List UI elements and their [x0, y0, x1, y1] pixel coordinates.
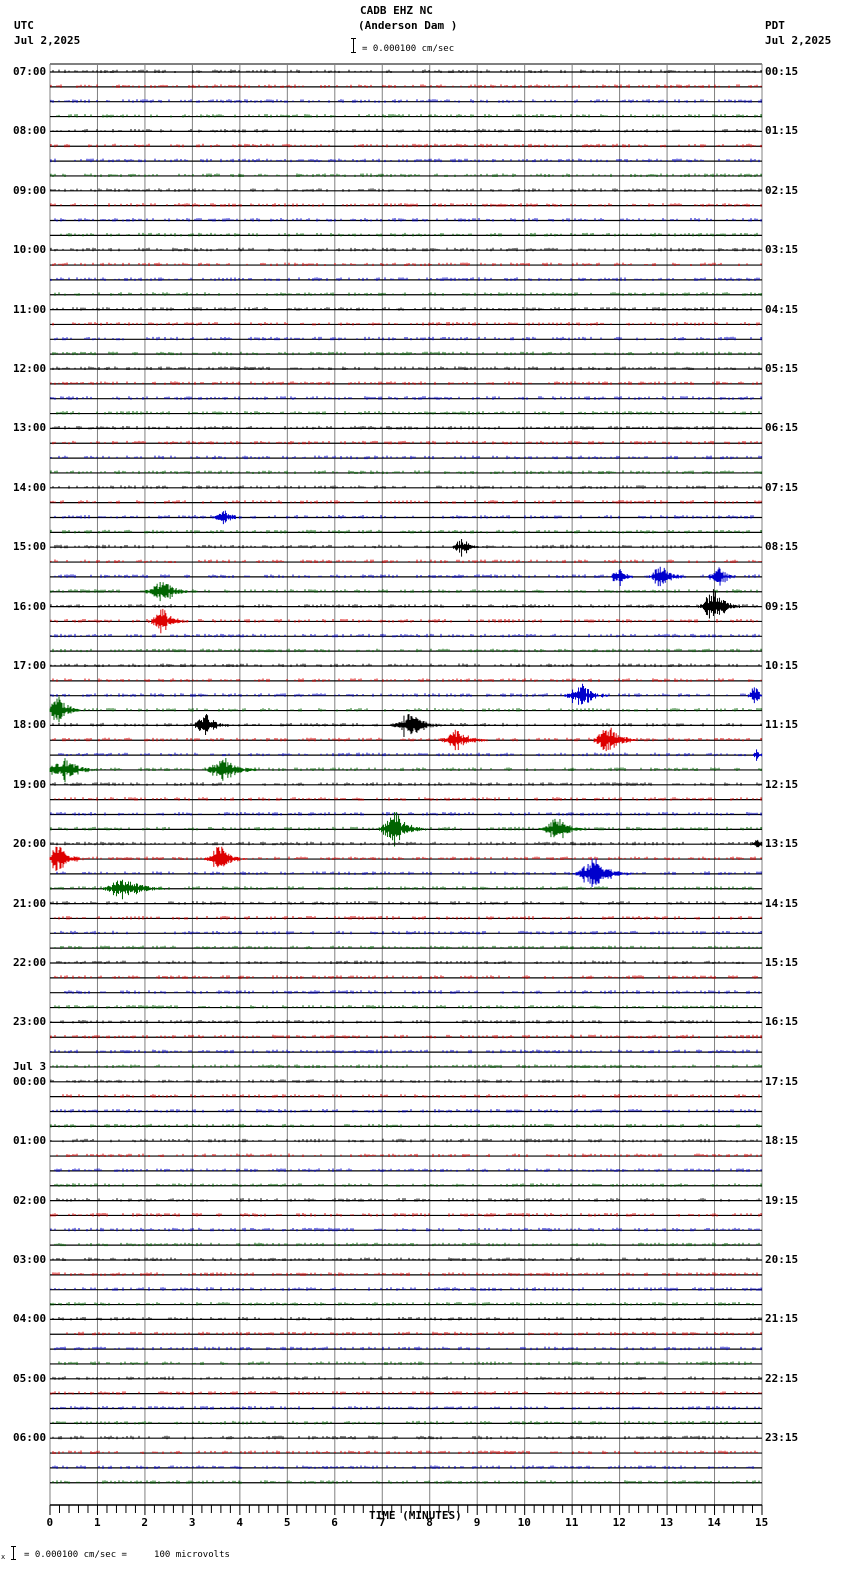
x-tick-label: 14: [707, 1516, 721, 1529]
utc-hour-label: 18:00: [13, 718, 47, 732]
pdt-hour-label: 06:15: [765, 421, 799, 435]
utc-hour-label: 04:00: [13, 1312, 47, 1326]
pdt-hour-label: 13:15: [765, 837, 799, 851]
pdt-hour-label: 01:15: [765, 124, 799, 138]
footer-scale-text: = 0.000100 cm/sec = 100 microvolts: [24, 1550, 230, 1560]
pdt-hour-label: 08:15: [765, 540, 799, 554]
x-tick-label: 2: [141, 1516, 149, 1529]
utc-hour-label: 03:00: [13, 1253, 47, 1266]
x-axis-title: TIME (MINUTES): [369, 1509, 462, 1522]
pdt-hour-label: 07:15: [765, 480, 799, 494]
x-tick-label: 1: [93, 1516, 101, 1529]
utc-hour-label: 13:00: [13, 421, 47, 435]
x-tick-label: 7: [378, 1516, 386, 1529]
right-timezone: PDT: [765, 19, 785, 32]
x-tick-label: 10: [517, 1516, 531, 1529]
x-tick-label: 3: [188, 1516, 196, 1529]
utc-hour-label: 17:00: [13, 659, 47, 672]
utc-hour-label: 23:00: [13, 1015, 47, 1029]
pdt-hour-label: 19:15: [765, 1193, 799, 1207]
right-date: Jul 2,2025: [765, 34, 832, 47]
pdt-hour-label: 00:15: [765, 65, 799, 78]
utc-hour-label: 19:00: [13, 777, 47, 791]
pdt-hour-label: 22:15: [765, 1371, 799, 1385]
utc-hour-label: 21:00: [13, 896, 47, 910]
utc-hour-label: 16:00: [13, 599, 47, 613]
pdt-hour-label: 21:15: [765, 1312, 799, 1326]
x-tick-label: 4: [236, 1516, 243, 1529]
station-title: CADB EHZ NC: [360, 4, 433, 17]
utc-hour-label: 06:00: [13, 1431, 47, 1445]
footer-scale-bar-icon: [11, 1546, 16, 1560]
utc-hour-label: 05:00: [13, 1371, 47, 1385]
utc-hour-label: 14:00: [13, 480, 47, 494]
utc-hour-label: 11:00: [13, 302, 47, 316]
x-tick-label: 15: [755, 1516, 769, 1529]
utc-hour-label: 01:00: [13, 1134, 47, 1148]
pdt-hour-label: 16:15: [765, 1015, 799, 1029]
pdt-hour-label: 03:15: [765, 243, 799, 257]
left-timezone: UTC: [14, 19, 34, 32]
x-tick-label: 13: [660, 1516, 674, 1529]
utc-hour-label: 10:00: [13, 243, 47, 257]
x-tick-label: 8: [426, 1516, 433, 1529]
utc-hour-label: 08:00: [13, 124, 47, 138]
x-tick-label: 12: [612, 1516, 626, 1529]
pdt-hour-label: 12:15: [765, 777, 799, 791]
x-tick-label: 0: [46, 1516, 54, 1529]
x-tick-label: 11: [565, 1516, 579, 1529]
pdt-hour-label: 10:15: [765, 659, 799, 672]
footer-prefix: x: [1, 1553, 6, 1561]
station-location: (Anderson Dam ): [358, 19, 458, 32]
utc-hour-label: 07:00: [13, 65, 47, 78]
utc-hour-label: 09:00: [13, 183, 47, 197]
pdt-hour-label: 14:15: [765, 896, 799, 910]
pdt-hour-label: 18:15: [765, 1134, 799, 1148]
pdt-hour-label: 05:15: [765, 362, 799, 375]
x-tick-label: 9: [473, 1516, 481, 1529]
x-tick-label: 5: [283, 1516, 291, 1529]
date-change-label: Jul 3: [13, 1059, 47, 1073]
pdt-hour-label: 23:15: [765, 1431, 799, 1445]
left-date: Jul 2,2025: [14, 34, 81, 47]
pdt-hour-label: 02:15: [765, 183, 799, 197]
pdt-hour-label: 17:15: [765, 1074, 799, 1088]
x-tick-label: 6: [331, 1516, 338, 1529]
utc-hour-label: 20:00: [13, 837, 47, 851]
utc-hour-label: 00:00: [13, 1074, 47, 1088]
pdt-hour-label: 15:15: [765, 956, 799, 969]
pdt-hour-label: 04:15: [765, 302, 799, 316]
scale-bar-icon: [351, 38, 356, 53]
utc-hour-label: 22:00: [13, 956, 47, 969]
pdt-hour-label: 11:15: [765, 718, 799, 732]
utc-hour-label: 12:00: [13, 362, 47, 375]
utc-hour-label: 15:00: [13, 540, 47, 554]
pdt-hour-label: 09:15: [765, 599, 799, 613]
scale-text: = 0.000100 cm/sec: [362, 44, 455, 54]
utc-hour-label: 02:00: [13, 1193, 47, 1207]
pdt-hour-label: 20:15: [765, 1253, 799, 1266]
